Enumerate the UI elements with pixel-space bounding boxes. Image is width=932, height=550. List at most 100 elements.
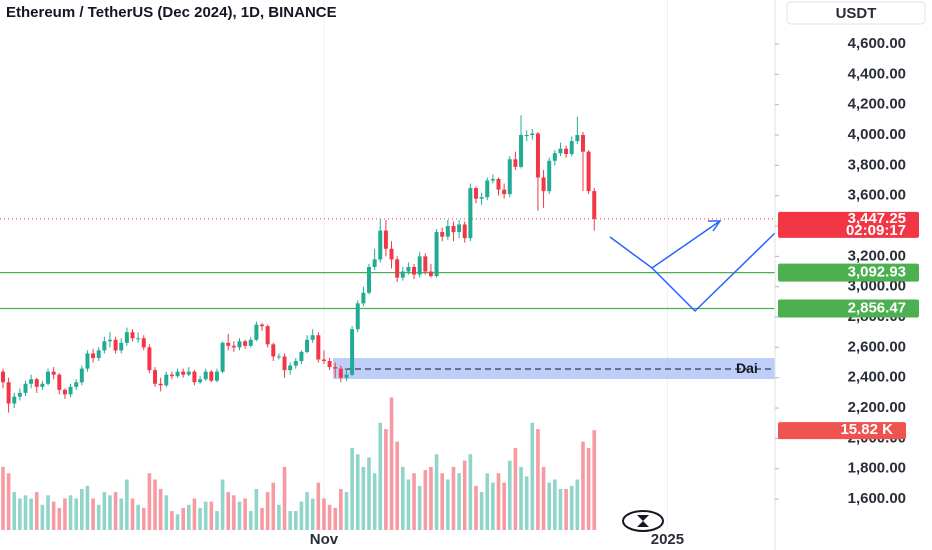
candle-body	[293, 361, 298, 366]
volume-bar	[141, 507, 146, 530]
volume-bar	[220, 479, 225, 530]
candle-body	[130, 332, 135, 339]
y-tick-label: 4,000.00	[848, 126, 906, 143]
candle-body	[355, 303, 360, 330]
candle-body	[164, 374, 169, 386]
candle-body	[6, 382, 11, 404]
candle-body	[153, 370, 158, 384]
volume-bar	[198, 507, 202, 530]
volume-bar	[423, 470, 428, 530]
volume-bar	[344, 492, 349, 530]
candle-body	[220, 342, 225, 372]
candle-body	[248, 339, 253, 346]
volume-bar	[147, 473, 152, 530]
last-price-label: 3,447.25	[848, 210, 906, 227]
replay-icon[interactable]	[622, 510, 664, 532]
candle-body	[479, 197, 484, 199]
volume-bar	[412, 473, 416, 530]
candle-body	[338, 368, 343, 378]
candle-body	[592, 191, 597, 219]
volume-bar	[29, 498, 33, 530]
candle-body	[124, 332, 129, 343]
volume-bar	[536, 429, 540, 530]
volume-bar	[406, 479, 411, 530]
volume-bar	[215, 511, 219, 530]
currency-box[interactable]	[786, 1, 926, 25]
volume-bar	[586, 447, 591, 530]
volume-bar	[68, 495, 73, 530]
candle-body	[68, 386, 73, 395]
volume-bar	[569, 485, 574, 530]
volume-bar	[462, 460, 467, 530]
volume-bar	[34, 492, 39, 530]
candle-body	[141, 338, 146, 348]
y-tick-label: 4,400.00	[848, 65, 906, 82]
volume-bar	[119, 498, 124, 530]
volume-bar	[339, 488, 343, 530]
candle-body	[564, 148, 569, 154]
icon-glyph	[637, 515, 649, 527]
volume-bar	[153, 479, 157, 530]
candle-body	[417, 256, 422, 275]
candle-body	[344, 374, 349, 378]
candle-layer	[0, 115, 597, 413]
candle-body	[361, 292, 366, 304]
volume-bar	[299, 501, 304, 530]
volume-bar	[592, 430, 597, 530]
candle-body	[85, 353, 90, 369]
volume-bar	[395, 441, 399, 530]
candle-body	[321, 359, 326, 362]
candle-body	[310, 335, 315, 340]
candle-body	[378, 230, 383, 260]
volume-bar	[440, 473, 445, 530]
volume-bar	[108, 495, 112, 530]
candle-body	[46, 371, 51, 384]
candle-body	[535, 133, 540, 178]
volume-bar	[243, 498, 247, 530]
volume-bar	[541, 466, 546, 530]
volume-bar	[513, 447, 518, 530]
volume-bar	[136, 504, 140, 530]
volume-bar	[51, 501, 56, 530]
candle-body	[0, 371, 5, 383]
x-tick-label: Nov	[310, 531, 339, 548]
candle-body	[406, 266, 411, 272]
chart-title: Ethereum / TetherUS (Dec 2024), 1D, BINA…	[6, 4, 337, 21]
volume-bar	[507, 460, 512, 530]
candle-body	[423, 256, 428, 272]
volume-bar	[254, 488, 259, 530]
y-tick-label: 3,200.00	[848, 247, 906, 264]
candle-body	[580, 135, 585, 152]
volume-bar	[12, 492, 17, 530]
volume-bar	[581, 441, 585, 530]
candle-body	[96, 350, 101, 358]
candle-body	[203, 371, 208, 380]
candle-body	[107, 339, 112, 342]
volume-bar	[519, 466, 523, 530]
candle-body	[254, 324, 259, 340]
volume-bar	[164, 495, 169, 530]
volume-bar	[85, 485, 90, 530]
candle-body	[260, 324, 265, 327]
volume-bar	[237, 501, 242, 530]
candle-body	[350, 329, 355, 375]
y-tick-label: 4,600.00	[848, 35, 906, 52]
volume-bar	[130, 498, 135, 530]
candle-body	[367, 266, 372, 293]
candle-body	[237, 341, 242, 348]
candle-body	[271, 344, 276, 357]
candle-body	[389, 248, 394, 260]
volume-bar	[485, 473, 490, 530]
volume-bar	[158, 488, 163, 530]
volume-bar	[23, 495, 28, 530]
volume-bar	[547, 482, 551, 530]
volume-bar	[530, 422, 535, 530]
projection	[609, 220, 776, 313]
candle-body	[226, 342, 231, 346]
candle-body	[395, 259, 400, 278]
volume-bar	[451, 466, 456, 530]
y-tick-label: 2,200.00	[848, 399, 906, 416]
candle-body	[451, 226, 456, 233]
countdown: 02:09:17	[846, 222, 906, 239]
